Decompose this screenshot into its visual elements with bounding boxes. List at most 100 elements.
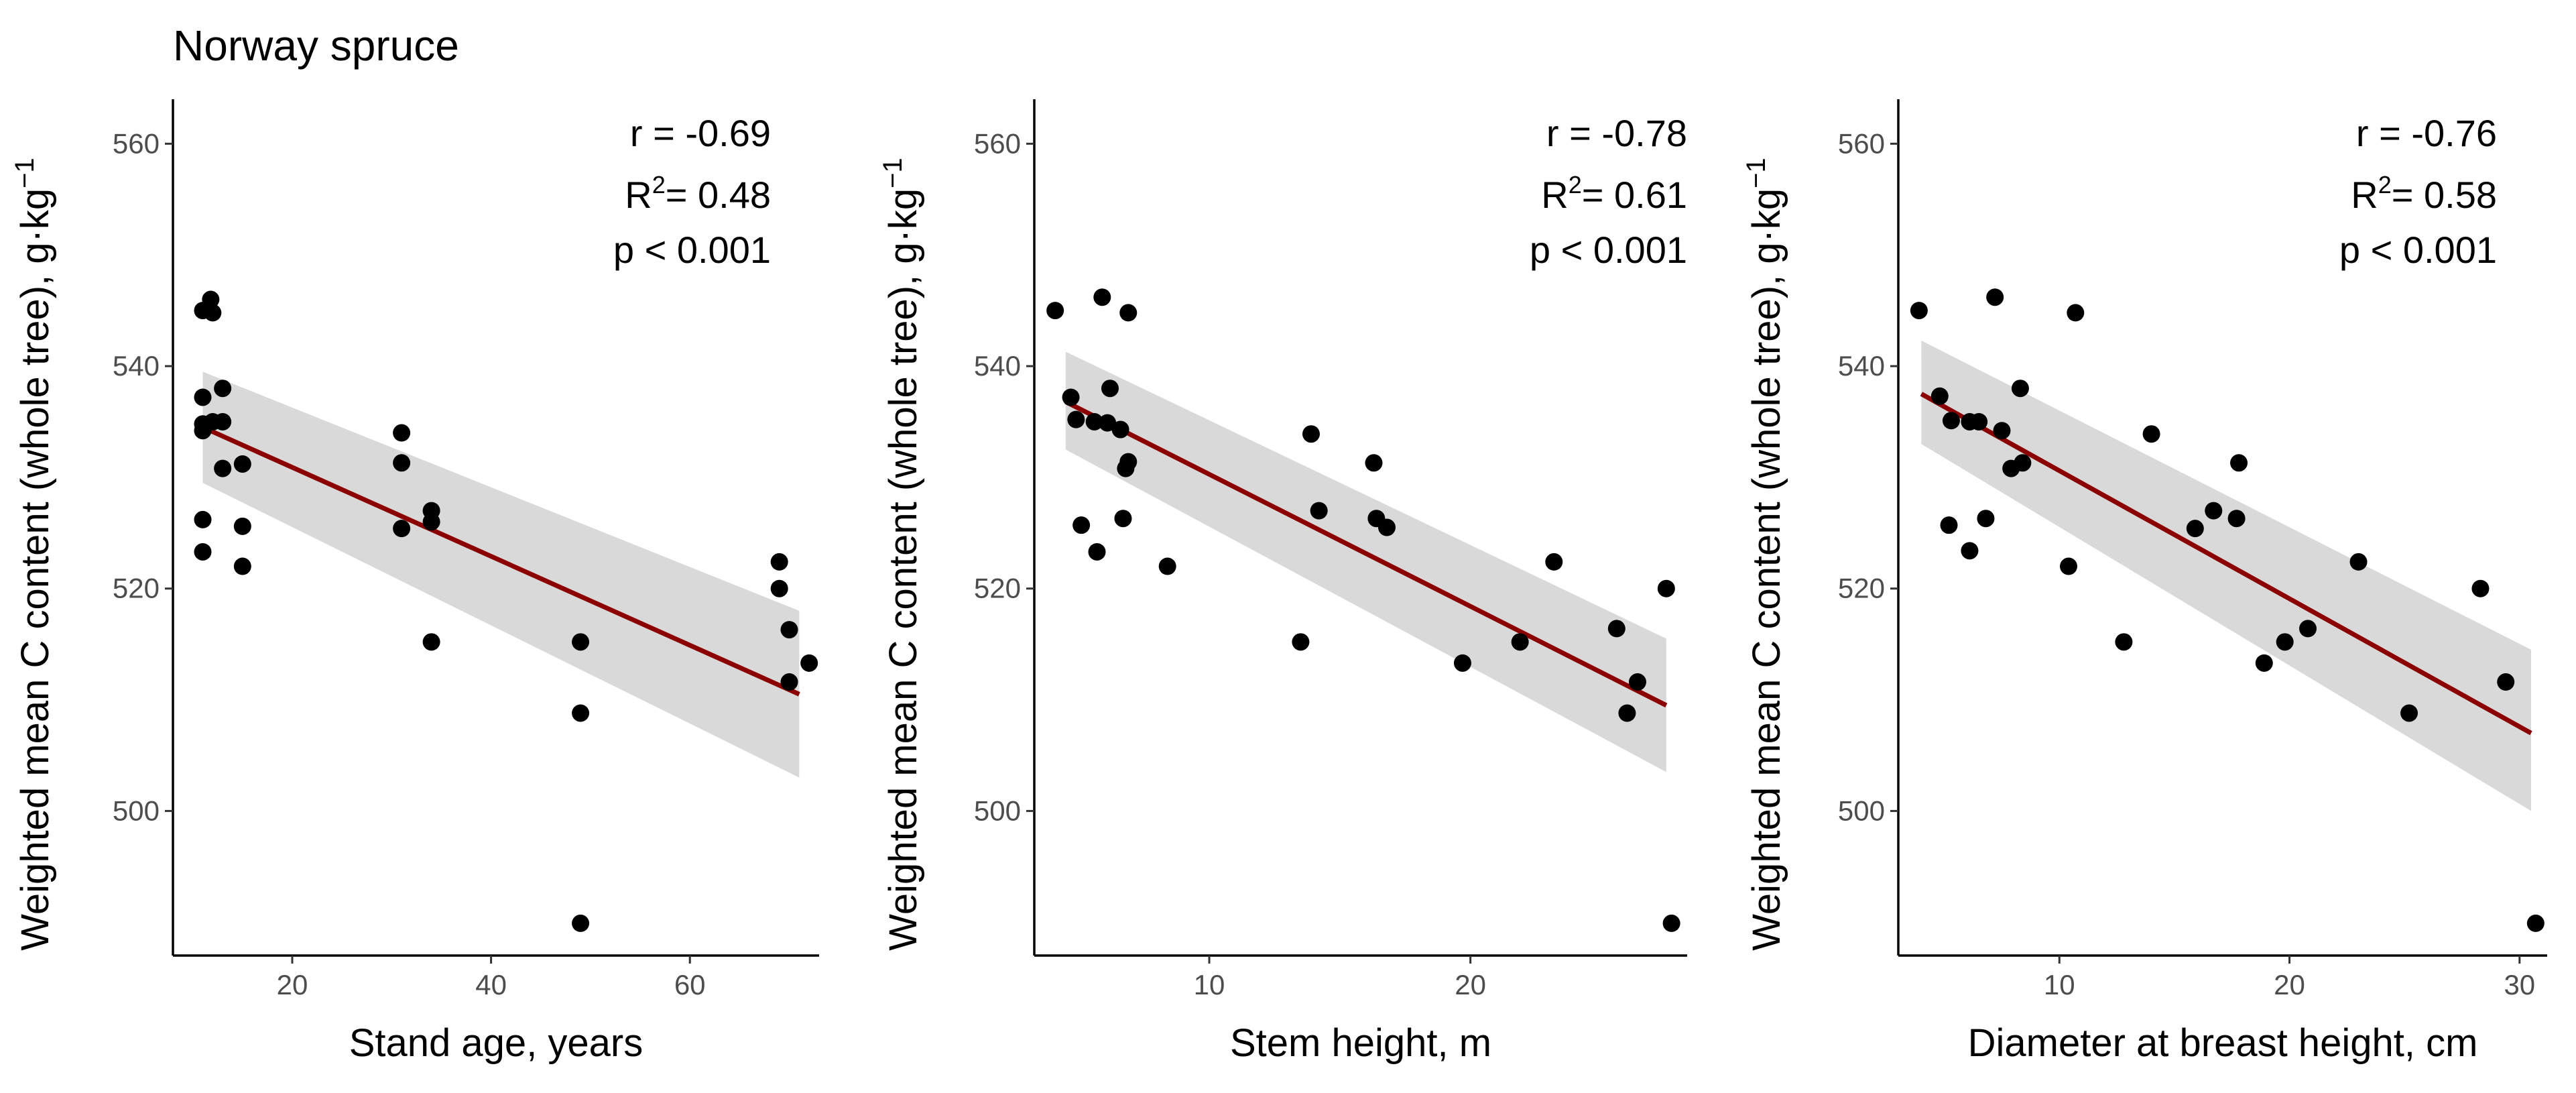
- data-point: [2276, 633, 2294, 651]
- data-point: [393, 454, 411, 472]
- data-point: [393, 520, 411, 538]
- data-point: [1961, 542, 1979, 560]
- data-point: [214, 459, 232, 477]
- data-point: [422, 513, 440, 531]
- data-point: [1302, 425, 1320, 443]
- data-point: [1365, 454, 1383, 472]
- data-point: [1067, 410, 1085, 428]
- data-point: [780, 621, 798, 639]
- y-tick-label: 500: [974, 795, 1021, 826]
- data-point: [1099, 414, 1117, 432]
- y-tick-label: 540: [1838, 350, 1885, 382]
- data-point: [1046, 302, 1064, 320]
- stat-r2-prefix: R: [2351, 174, 2378, 216]
- data-point: [1930, 387, 1949, 405]
- y-axis-title-text: Weighted mean C content (whole tree), g·…: [1745, 188, 1788, 951]
- data-point: [1618, 704, 1636, 722]
- confidence-band: [202, 371, 800, 778]
- stat-r2-prefix: R: [1541, 174, 1568, 216]
- y-axis-title-superscript: −1: [10, 158, 40, 188]
- y-axis-title-superscript: −1: [1741, 158, 1771, 188]
- data-point: [572, 914, 590, 932]
- data-point: [2471, 579, 2490, 597]
- stat-p: p < 0.001: [613, 229, 771, 271]
- data-point: [202, 290, 220, 308]
- y-axis-title-text: Weighted mean C content (whole tree), g·…: [881, 188, 925, 951]
- data-point: [1453, 654, 1471, 672]
- x-tick-label: 30: [2504, 969, 2535, 1000]
- data-point: [1119, 304, 1138, 322]
- regression-line: [202, 425, 800, 697]
- data-point: [1662, 914, 1680, 932]
- data-point: [1111, 420, 1129, 439]
- data-point: [2142, 425, 2160, 443]
- y-tick-label: 560: [113, 127, 160, 159]
- stat-r2-superscript: 2: [2378, 171, 2392, 198]
- stat-r2-superscript: 2: [1569, 171, 1582, 198]
- y-tick-label: 540: [113, 350, 160, 382]
- panels: 500 520 540 560 20 40 60 Stand age, years Weight…: [10, 99, 2547, 1065]
- data-point: [1062, 388, 1080, 406]
- data-point: [1511, 633, 1529, 651]
- x-tick-label: 20: [2274, 969, 2305, 1000]
- data-point: [214, 380, 232, 398]
- x-tick-label: 20: [277, 969, 308, 1000]
- data-point: [1072, 516, 1091, 534]
- data-point: [2230, 454, 2248, 472]
- data-point: [2011, 380, 2029, 398]
- y-tick-label: 500: [1838, 795, 1885, 826]
- data-point: [1942, 412, 1960, 430]
- data-point: [2014, 454, 2032, 472]
- data-point: [1158, 557, 1176, 575]
- stat-r: r = -0.69: [630, 112, 771, 154]
- data-point: [800, 654, 818, 672]
- data-point: [2115, 633, 2133, 651]
- stat-r2: R2= 0.61: [1541, 171, 1687, 216]
- data-point: [194, 388, 212, 406]
- data-point: [2186, 520, 2204, 538]
- regression-line: [1920, 392, 2532, 736]
- stat-r2-value: = 0.61: [1582, 174, 1687, 216]
- data-point: [2060, 557, 2078, 575]
- x-axis-title: Stem height, m: [1230, 1021, 1491, 1065]
- data-point: [2526, 914, 2544, 932]
- stat-p: p < 0.001: [1530, 229, 1687, 271]
- stat-p: p < 0.001: [2339, 229, 2497, 271]
- stat-r2-value: = 0.48: [666, 174, 771, 216]
- y-axis-title: Weighted mean C content (whole tree), g·…: [878, 158, 925, 951]
- data-point: [1993, 422, 2011, 440]
- y-axis-title: Weighted mean C content (whole tree), g·…: [10, 158, 57, 951]
- stat-r2: R2= 0.58: [2351, 171, 2497, 216]
- y-tick-label: 520: [1838, 573, 1885, 604]
- x-tick-label: 10: [1194, 969, 1225, 1000]
- data-point: [1977, 510, 1995, 528]
- data-point: [194, 542, 212, 561]
- data-point: [2400, 704, 2418, 722]
- data-point: [1093, 288, 1111, 306]
- data-point: [572, 704, 590, 722]
- data-point: [1986, 288, 2004, 306]
- data-point: [194, 510, 212, 528]
- y-tick-label: 560: [974, 127, 1021, 159]
- data-point: [422, 633, 440, 651]
- data-point: [572, 633, 590, 651]
- data-point: [2067, 304, 2085, 322]
- data-point: [233, 455, 251, 473]
- data-point: [1607, 620, 1626, 638]
- y-tick-label: 520: [113, 573, 160, 604]
- panel-1: 500 520 540 560 20 40 60 Stand age, years Weight…: [10, 99, 819, 1065]
- data-point: [1085, 412, 1103, 430]
- y-axis-title-superscript: −1: [878, 158, 908, 188]
- y-tick-label: 500: [113, 795, 160, 826]
- stat-r2-prefix: R: [625, 174, 652, 216]
- data-point: [1970, 412, 1988, 430]
- data-point: [2205, 502, 2223, 520]
- data-point: [2299, 620, 2317, 638]
- data-point: [393, 424, 411, 442]
- data-point: [1545, 553, 1563, 571]
- data-point: [2497, 673, 2515, 691]
- data-point: [1628, 673, 1646, 691]
- x-tick-label: 60: [674, 969, 706, 1000]
- y-tick-label: 520: [974, 573, 1021, 604]
